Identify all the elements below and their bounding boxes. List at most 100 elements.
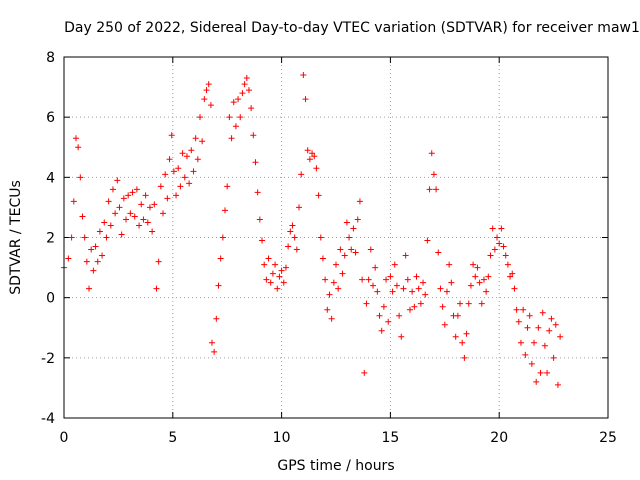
data-point [361,369,368,376]
data-point [526,312,533,319]
data-point [170,168,177,175]
data-point [173,192,180,199]
data-point [116,204,123,211]
data-point [524,324,531,331]
data-point [144,219,151,226]
data-point [376,312,383,319]
data-point [372,264,379,271]
data-point [413,273,420,280]
data-point [517,339,524,346]
data-point [498,225,505,232]
data-point [539,309,546,316]
data-point [228,135,235,142]
data-point [378,327,385,334]
data-point [337,246,344,253]
y-tick-label: 6 [46,110,55,126]
data-point [261,261,268,268]
data-point [454,312,461,319]
data-point [343,219,350,226]
data-point [489,225,496,232]
data-point [120,195,127,202]
data-point [272,261,279,268]
data-point [424,237,431,244]
data-point [142,192,149,199]
data-point [470,261,477,268]
data-point [112,210,119,217]
data-point [92,243,99,250]
data-point [133,186,140,193]
data-point [426,186,433,193]
data-point [232,123,239,130]
data-point [306,156,313,163]
data-point [315,192,322,199]
data-point [298,171,305,178]
data-point [463,330,470,337]
data-point [276,273,283,280]
data-point [402,252,409,259]
data-point [199,138,206,145]
data-point [83,258,90,265]
data-point [367,246,374,253]
data-point [140,216,147,223]
data-point [107,222,114,229]
data-point [446,261,453,268]
data-point [149,228,156,235]
data-point [552,321,559,328]
chart-title: Day 250 of 2022, Sidereal Day-to-day VTE… [64,20,640,36]
data-point [278,267,285,274]
data-point [317,234,324,241]
data-point [256,216,263,223]
data-point [335,285,342,292]
data-point [155,258,162,265]
data-point [183,153,190,160]
y-tick-label: 2 [46,231,55,247]
data-point [88,246,95,253]
data-point [352,249,359,256]
data-point [459,339,466,346]
data-point [328,315,335,322]
data-point [398,333,405,340]
data-point [151,201,158,208]
data-point [389,288,396,295]
data-point [125,192,132,199]
data-point [537,369,544,376]
data-point [224,183,231,190]
data-point [502,252,509,259]
data-point [215,282,222,289]
data-point [474,264,481,271]
data-point [485,273,492,280]
data-point [293,246,300,253]
data-point [541,342,548,349]
data-point [385,318,392,325]
data-point [213,315,220,322]
data-point [162,171,169,178]
data-point [400,285,407,292]
data-point [123,216,130,223]
data-point [391,261,398,268]
data-point [291,234,298,241]
data-point [72,135,79,142]
data-point [365,276,372,283]
data-point [554,381,561,388]
data-point [491,246,498,253]
data-point [70,198,77,205]
data-point [300,72,307,79]
data-point [109,186,116,193]
data-point [393,282,400,289]
data-point [79,213,86,220]
y-tick-label: 0 [46,291,55,307]
data-point [237,114,244,121]
data-point [118,231,125,238]
y-tick-label: 4 [46,170,55,186]
data-point [254,189,261,196]
data-point [309,150,316,157]
data-point [164,195,171,202]
data-point [99,252,106,259]
axis-ticks: 0 5 10 15 20 25 -4 -2 0 2 4 6 8 [41,50,617,446]
data-point [267,279,274,286]
data-point [324,306,331,313]
data-point [411,303,418,310]
data-point [177,183,184,190]
data-point [114,177,121,184]
data-point [420,279,427,286]
